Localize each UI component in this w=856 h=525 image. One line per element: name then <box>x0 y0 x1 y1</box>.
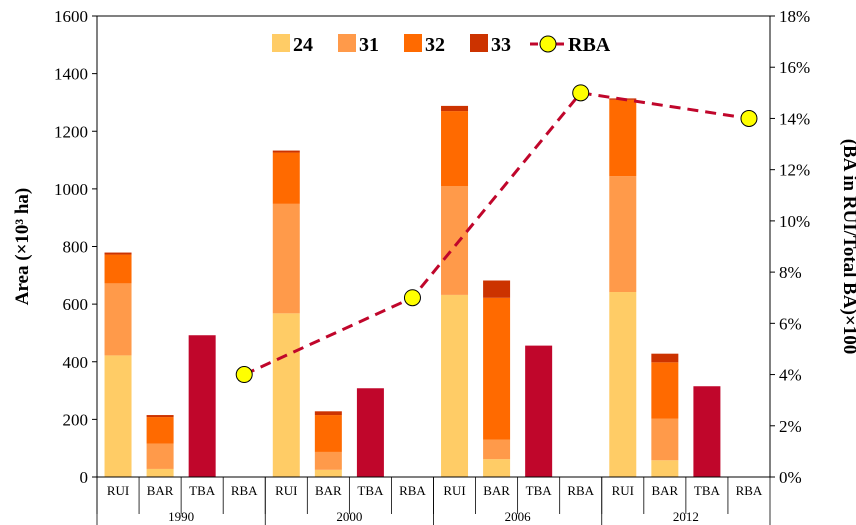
bar-rui-1990-series-24 <box>105 355 132 477</box>
y-right-tick-label: 14% <box>779 109 810 128</box>
legend-swatch-32 <box>404 34 422 52</box>
rba-point-1990 <box>236 367 252 383</box>
y-right-tick-label: 12% <box>779 161 810 180</box>
bar-tba-2006 <box>525 346 552 477</box>
bar-rui-2006-series-33 <box>441 106 468 111</box>
y-right-tick-label: 0% <box>779 468 802 487</box>
bar-rui-2000-series-32 <box>273 153 300 204</box>
category-label-bar: BAR <box>147 483 174 498</box>
bar-bar-2000-series-24 <box>315 470 342 477</box>
y-left-tick-label: 200 <box>63 410 89 429</box>
category-label-tba: TBA <box>526 483 553 498</box>
bar-bar-2006-series-31 <box>483 440 510 460</box>
category-label-rba: RBA <box>399 483 426 498</box>
bar-rui-2012-series-24 <box>609 292 636 477</box>
legend-label-31: 31 <box>359 34 379 56</box>
bars-layer <box>105 98 721 477</box>
y-right-tick-label: 6% <box>779 314 802 333</box>
bar-bar-2012-series-33 <box>651 354 678 363</box>
legend-swatch-33 <box>470 34 488 52</box>
bar-rui-1990-series-33 <box>105 253 132 255</box>
group-label-2012: 2012 <box>673 509 699 524</box>
legend-label-24: 24 <box>293 34 313 56</box>
y-right-tick-label: 8% <box>779 263 802 282</box>
group-label-1990: 1990 <box>168 509 194 524</box>
category-label-rba: RBA <box>231 483 258 498</box>
bar-rui-2000-series-31 <box>273 204 300 313</box>
y-left-tick-label: 1400 <box>54 65 88 84</box>
y-right-axis-title: (BA in RUI/Total BA)×100 <box>839 139 856 354</box>
category-label-tba: TBA <box>189 483 216 498</box>
category-label-rui: RUI <box>107 483 129 498</box>
y-left-tick-label: 1200 <box>54 122 88 141</box>
y-left-tick-label: 1600 <box>54 7 88 26</box>
y-left-tick-label: 0 <box>80 468 89 487</box>
rba-point-2006 <box>573 85 589 101</box>
legend-label-rba: RBA <box>568 34 611 56</box>
y-left-tick-label: 1000 <box>54 180 88 199</box>
bar-bar-2012-series-24 <box>651 460 678 477</box>
bar-rui-2000-series-33 <box>273 151 300 153</box>
bar-rui-2012-series-31 <box>609 176 636 292</box>
bar-bar-2006-series-24 <box>483 459 510 477</box>
legend-swatch-31 <box>338 34 356 52</box>
bar-rui-2006-series-31 <box>441 186 468 295</box>
group-label-2000: 2000 <box>336 509 362 524</box>
category-label-tba: TBA <box>694 483 721 498</box>
y-left-tick-label: 400 <box>63 353 89 372</box>
y-right-tick-label: 10% <box>779 212 810 231</box>
bar-bar-1990-series-24 <box>147 469 174 477</box>
bar-bar-2012-series-31 <box>651 419 678 461</box>
bar-rui-1990-series-31 <box>105 283 132 355</box>
category-label-rui: RUI <box>275 483 297 498</box>
y-right-tick-label: 4% <box>779 366 802 385</box>
category-label-bar: BAR <box>651 483 678 498</box>
y-left-axis-title: Area (×10³ ha) <box>12 188 33 306</box>
bar-bar-2000-series-31 <box>315 452 342 470</box>
legend-swatch-24 <box>272 34 290 52</box>
category-label-rui: RUI <box>612 483 634 498</box>
bar-bar-2000-series-32 <box>315 415 342 452</box>
bar-bar-1990-series-33 <box>147 415 174 417</box>
category-label-bar: BAR <box>483 483 510 498</box>
legend-label-32: 32 <box>425 34 445 56</box>
bar-bar-2006-series-33 <box>483 280 510 297</box>
legend: 24 31 32 33 RBA <box>272 34 611 56</box>
category-label-rba: RBA <box>736 483 763 498</box>
legend-marker-rba <box>540 36 556 52</box>
bar-bar-1990-series-31 <box>147 444 174 469</box>
bar-rui-2000-series-24 <box>273 313 300 477</box>
bar-rui-2006-series-24 <box>441 295 468 477</box>
y-left-tick-label: 800 <box>63 238 89 257</box>
bar-bar-2000-series-33 <box>315 411 342 415</box>
bar-rui-1990-series-32 <box>105 255 132 284</box>
bar-bar-2012-series-32 <box>651 362 678 418</box>
category-label-tba: TBA <box>357 483 384 498</box>
rba-point-2012 <box>741 110 757 126</box>
bar-rui-2006-series-32 <box>441 111 468 186</box>
y-right-tick-label: 2% <box>779 417 802 436</box>
bar-bar-2006-series-32 <box>483 298 510 440</box>
bar-tba-1990 <box>189 335 216 477</box>
axes-layer: 0 200 400 600 800 1000 1200 1400 1600 0% 2% 4% 6% 8% 1… <box>12 7 856 525</box>
group-label-2006: 2006 <box>505 509 532 524</box>
rba-point-2000 <box>404 290 420 306</box>
y-left-tick-label: 600 <box>63 295 89 314</box>
y-right-tick-label: 16% <box>779 58 810 77</box>
bar-tba-2012 <box>693 386 720 477</box>
category-label-bar: BAR <box>315 483 342 498</box>
bar-tba-2000 <box>357 388 384 477</box>
category-label-rba: RBA <box>567 483 594 498</box>
category-label-rui: RUI <box>443 483 465 498</box>
y-right-tick-label: 18% <box>779 7 810 26</box>
bar-rui-2012-series-32 <box>609 100 636 176</box>
legend-label-33: 33 <box>491 34 511 56</box>
bar-bar-1990-series-32 <box>147 417 174 444</box>
